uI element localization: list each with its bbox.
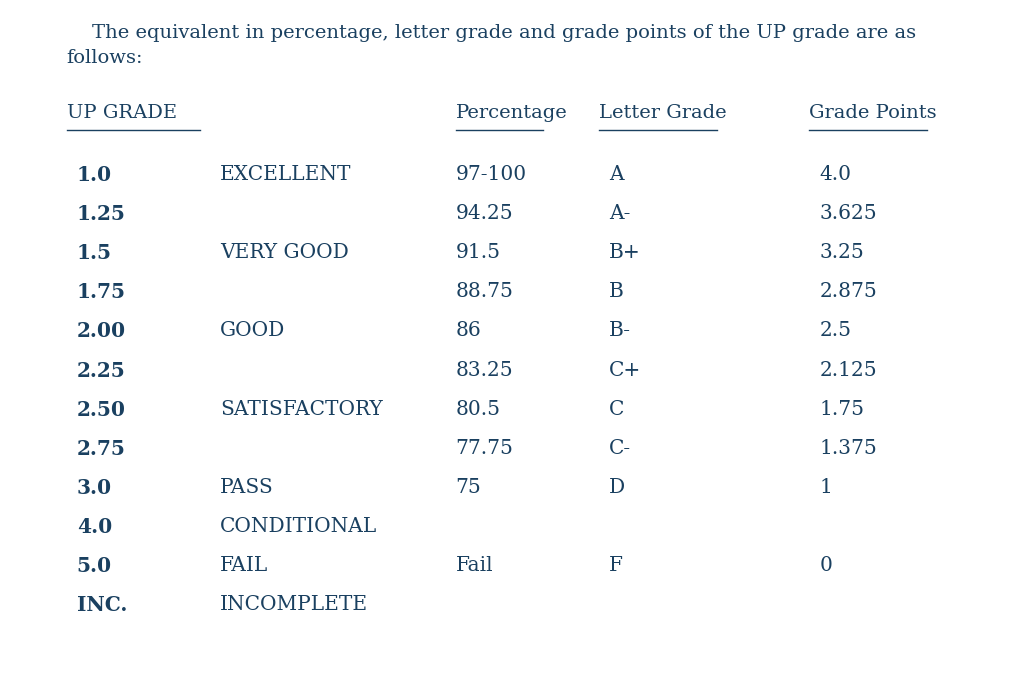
Text: B-: B-	[609, 321, 631, 340]
Text: PASS: PASS	[220, 478, 273, 497]
Text: Percentage: Percentage	[456, 104, 567, 123]
Text: follows:: follows:	[67, 49, 143, 67]
Text: 88.75: 88.75	[456, 282, 514, 301]
Text: 3.625: 3.625	[819, 204, 877, 223]
Text: 3.0: 3.0	[77, 478, 112, 498]
Text: F: F	[609, 556, 624, 575]
Text: D: D	[609, 478, 626, 497]
Text: Grade Points: Grade Points	[809, 104, 937, 123]
Text: 4.0: 4.0	[819, 165, 851, 184]
Text: 4.0: 4.0	[77, 517, 112, 537]
Text: 1.25: 1.25	[77, 204, 126, 224]
Text: 91.5: 91.5	[456, 243, 501, 262]
Text: 2.25: 2.25	[77, 361, 126, 381]
Text: B: B	[609, 282, 625, 301]
Text: 86: 86	[456, 321, 481, 340]
Text: Letter Grade: Letter Grade	[599, 104, 727, 123]
Text: B+: B+	[609, 243, 641, 262]
Text: UP GRADE: UP GRADE	[67, 104, 176, 123]
Text: 2.125: 2.125	[819, 361, 877, 379]
Text: 2.00: 2.00	[77, 321, 126, 342]
Text: GOOD: GOOD	[220, 321, 286, 340]
Text: The equivalent in percentage, letter grade and grade points of the UP grade are : The equivalent in percentage, letter gra…	[67, 24, 915, 42]
Text: CONDITIONAL: CONDITIONAL	[220, 517, 378, 536]
Text: C+: C+	[609, 361, 641, 379]
Text: 77.75: 77.75	[456, 439, 514, 458]
Text: 1.75: 1.75	[77, 282, 126, 303]
Text: 97-100: 97-100	[456, 165, 526, 184]
Text: A-: A-	[609, 204, 631, 223]
Text: 1.375: 1.375	[819, 439, 877, 458]
Text: 75: 75	[456, 478, 481, 497]
Text: C-: C-	[609, 439, 632, 458]
Text: 80.5: 80.5	[456, 400, 501, 419]
Text: VERY GOOD: VERY GOOD	[220, 243, 349, 262]
Text: 5.0: 5.0	[77, 556, 112, 576]
Text: INC.: INC.	[77, 595, 127, 615]
Text: 83.25: 83.25	[456, 361, 513, 379]
Text: C: C	[609, 400, 625, 419]
Text: 1: 1	[819, 478, 833, 497]
Text: 1.0: 1.0	[77, 165, 112, 185]
Text: 3.25: 3.25	[819, 243, 864, 262]
Text: 2.875: 2.875	[819, 282, 877, 301]
Text: 2.5: 2.5	[819, 321, 851, 340]
Text: A: A	[609, 165, 624, 184]
Text: INCOMPLETE: INCOMPLETE	[220, 595, 369, 614]
Text: SATISFACTORY: SATISFACTORY	[220, 400, 383, 419]
Text: 2.50: 2.50	[77, 400, 126, 420]
Text: FAIL: FAIL	[220, 556, 268, 575]
Text: 0: 0	[819, 556, 833, 575]
Text: 2.75: 2.75	[77, 439, 126, 459]
Text: 1.5: 1.5	[77, 243, 112, 264]
Text: Fail: Fail	[456, 556, 494, 575]
Text: EXCELLENT: EXCELLENT	[220, 165, 351, 184]
Text: 1.75: 1.75	[819, 400, 864, 419]
Text: 94.25: 94.25	[456, 204, 513, 223]
